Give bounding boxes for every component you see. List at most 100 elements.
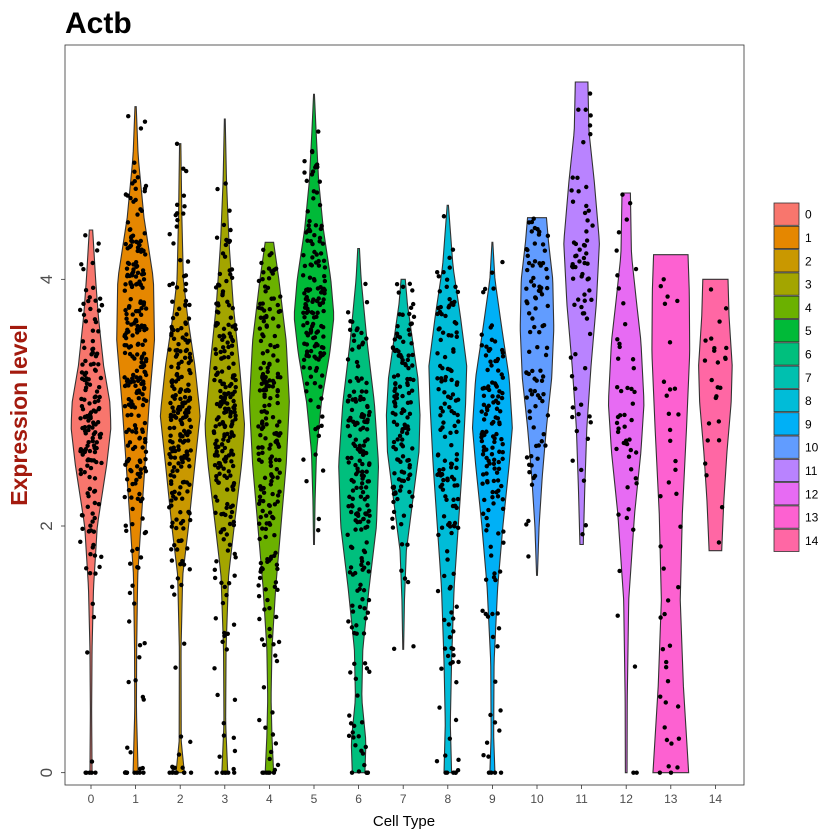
point-13 bbox=[662, 611, 667, 617]
point-3 bbox=[216, 465, 221, 470]
point-11 bbox=[582, 365, 588, 371]
point-0 bbox=[79, 396, 84, 402]
point-5 bbox=[304, 381, 310, 386]
point-0 bbox=[79, 262, 84, 267]
point-3 bbox=[225, 438, 231, 444]
point-7 bbox=[393, 490, 398, 495]
point-5 bbox=[310, 169, 316, 174]
point-6 bbox=[365, 404, 370, 410]
point-8 bbox=[451, 347, 456, 352]
point-4 bbox=[273, 653, 278, 658]
point-10 bbox=[545, 413, 551, 418]
point-9 bbox=[501, 529, 506, 534]
legend-key-7 bbox=[773, 365, 800, 389]
point-5 bbox=[316, 296, 321, 301]
point-7 bbox=[394, 331, 400, 336]
point-10 bbox=[545, 275, 550, 280]
point-3 bbox=[222, 406, 228, 411]
point-9 bbox=[479, 343, 485, 348]
point-4 bbox=[271, 642, 276, 647]
point-4 bbox=[272, 344, 277, 350]
point-6 bbox=[345, 532, 350, 537]
point-1 bbox=[143, 449, 149, 455]
point-5 bbox=[307, 218, 312, 224]
point-4 bbox=[275, 302, 281, 308]
point-8 bbox=[448, 395, 453, 401]
legend-label-3: 3 bbox=[805, 278, 812, 292]
point-11 bbox=[573, 241, 579, 247]
point-13 bbox=[669, 741, 674, 746]
point-2 bbox=[171, 494, 176, 499]
point-7 bbox=[400, 407, 406, 412]
point-3 bbox=[217, 422, 222, 427]
point-0 bbox=[89, 770, 94, 775]
point-13 bbox=[665, 678, 671, 684]
point-1 bbox=[126, 488, 132, 493]
point-9 bbox=[487, 461, 492, 466]
point-1 bbox=[141, 271, 147, 277]
point-2 bbox=[175, 576, 181, 581]
point-1 bbox=[136, 565, 141, 570]
point-9 bbox=[485, 614, 491, 619]
point-8 bbox=[451, 629, 456, 634]
point-1 bbox=[135, 248, 140, 254]
point-6 bbox=[356, 734, 361, 739]
point-9 bbox=[480, 452, 486, 457]
point-9 bbox=[492, 720, 498, 725]
point-8 bbox=[442, 458, 448, 463]
point-3 bbox=[223, 456, 229, 461]
point-1 bbox=[123, 462, 128, 467]
point-8 bbox=[453, 284, 458, 289]
point-0 bbox=[90, 350, 95, 355]
point-7 bbox=[399, 568, 404, 573]
point-13 bbox=[674, 491, 679, 496]
point-0 bbox=[90, 338, 96, 344]
point-7 bbox=[392, 337, 397, 342]
point-4 bbox=[267, 402, 272, 408]
point-1 bbox=[127, 590, 133, 596]
point-4 bbox=[256, 583, 261, 588]
point-7 bbox=[411, 301, 416, 307]
point-4 bbox=[266, 558, 272, 563]
point-1 bbox=[133, 282, 139, 287]
point-11 bbox=[584, 316, 590, 321]
point-6 bbox=[360, 469, 365, 475]
point-11 bbox=[581, 478, 587, 483]
point-9 bbox=[490, 611, 495, 617]
point-6 bbox=[365, 494, 370, 500]
point-9 bbox=[482, 497, 487, 503]
point-11 bbox=[570, 458, 575, 463]
point-9 bbox=[491, 419, 496, 425]
point-3 bbox=[212, 377, 217, 383]
point-7 bbox=[406, 327, 412, 333]
point-2 bbox=[174, 202, 180, 207]
point-6 bbox=[361, 443, 367, 448]
point-1 bbox=[122, 334, 127, 339]
point-12 bbox=[620, 192, 625, 197]
point-7 bbox=[397, 433, 403, 439]
point-9 bbox=[491, 575, 497, 580]
point-0 bbox=[80, 526, 85, 532]
point-2 bbox=[170, 299, 175, 304]
point-2 bbox=[181, 770, 187, 775]
point-3 bbox=[218, 530, 223, 535]
point-1 bbox=[132, 601, 137, 606]
point-6 bbox=[348, 509, 354, 515]
x-tick-label-11: 11 bbox=[575, 792, 588, 806]
point-8 bbox=[441, 477, 446, 483]
point-1 bbox=[130, 548, 135, 554]
point-1 bbox=[125, 320, 130, 325]
point-3 bbox=[214, 235, 220, 240]
point-3 bbox=[232, 409, 237, 415]
point-8 bbox=[447, 520, 452, 526]
point-9 bbox=[496, 459, 501, 465]
point-1 bbox=[140, 445, 145, 450]
point-6 bbox=[357, 458, 362, 463]
point-8 bbox=[435, 270, 440, 275]
point-8 bbox=[455, 412, 460, 418]
point-2 bbox=[181, 193, 187, 198]
point-2 bbox=[179, 455, 184, 460]
point-2 bbox=[182, 204, 187, 209]
point-5 bbox=[321, 334, 326, 339]
point-2 bbox=[173, 392, 178, 398]
